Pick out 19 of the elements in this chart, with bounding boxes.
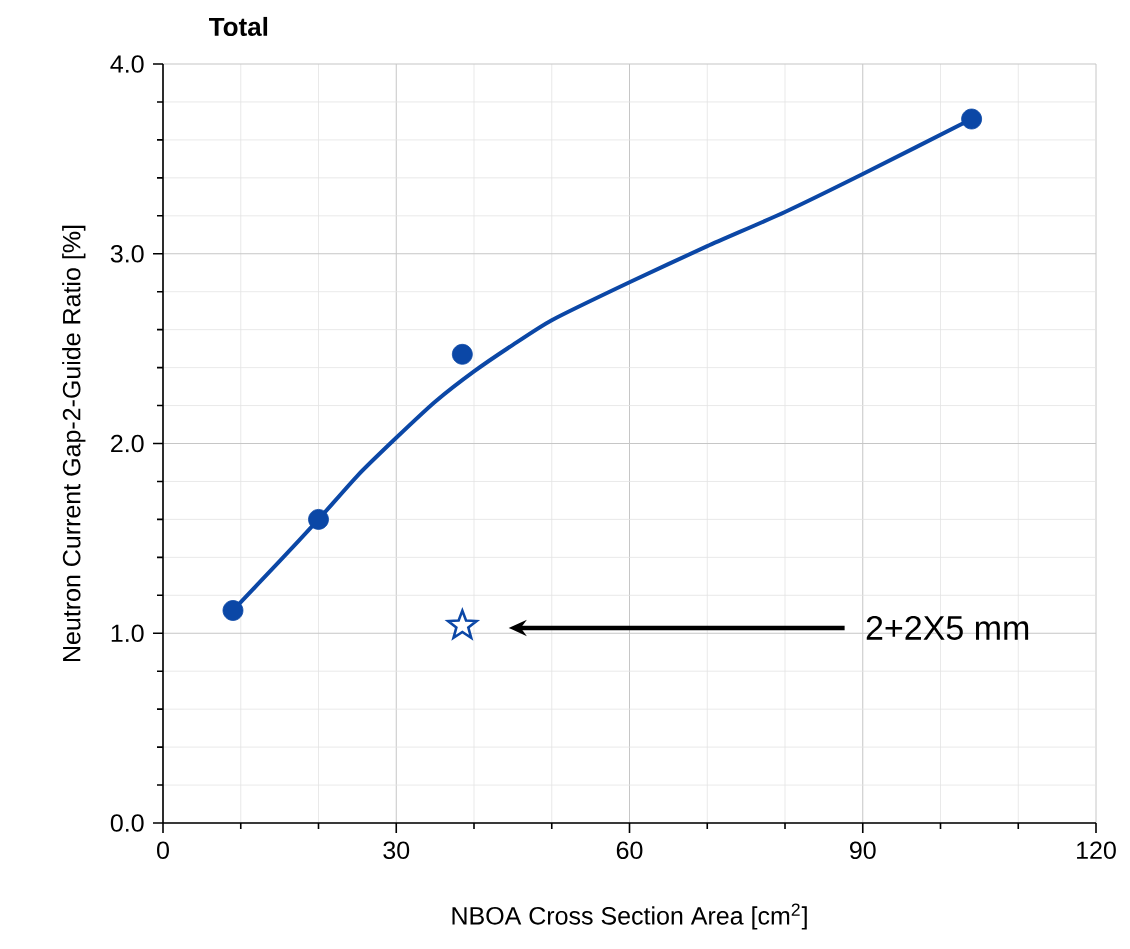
y-tick-label: 4.0 [110, 55, 144, 73]
point [961, 108, 983, 130]
y-axis-title: Neutron Current Gap-2-Guide Ratio [%] [62, 225, 86, 662]
annotation: 2+2X5 mm [866, 615, 1029, 640]
y-tick-label: 1.0 [111, 624, 144, 643]
x-tick-label: 60 [616, 841, 643, 860]
x-tick-label: 0 [157, 841, 169, 860]
y-tick-label: 3.0 [110, 244, 144, 263]
x-axis-title: NBOA Cross Section Area [cm$^{2}$] [452, 903, 807, 930]
y-tick-label: 2.0 [111, 434, 144, 453]
point [222, 600, 244, 621]
point [444, 607, 480, 641]
y-tick-label: 0.0 [110, 814, 144, 832]
chart-title: Total [209, 16, 268, 37]
x-tick-label: 30 [383, 841, 410, 860]
x-tick-label: 90 [850, 841, 876, 860]
point [451, 343, 473, 365]
x-tick-label: 120 [1077, 841, 1116, 860]
point [308, 509, 329, 530]
